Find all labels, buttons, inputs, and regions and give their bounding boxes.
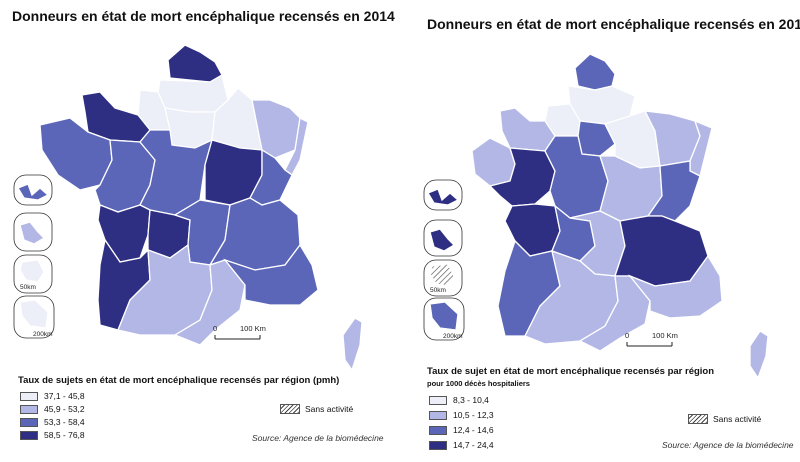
scale-zero: 0 (625, 331, 629, 340)
inset-scale-50km: 50km (430, 287, 446, 294)
legend-label: 8,3 - 10,4 (453, 395, 489, 405)
right-map-panel: Donneurs en état de mort encéphalique re… (400, 0, 800, 462)
hatch-swatch (688, 414, 708, 424)
right-scale-bar: 0 100 Km (625, 331, 678, 347)
right-source: Source: Agence de la biomédecine (662, 440, 794, 450)
region-corse (749, 330, 769, 380)
right-legend-item-2: 10,5 - 12,3 (429, 410, 494, 420)
region-martinique (429, 228, 456, 252)
legend-swatch (429, 440, 447, 450)
legend-label: 37,1 - 45,8 (44, 391, 85, 401)
region-guyane (429, 301, 459, 331)
legend-label: 10,5 - 12,3 (453, 410, 494, 420)
hatch-swatch (280, 404, 300, 414)
inset-frame-reunion (13, 254, 53, 294)
legend-swatch (20, 417, 38, 427)
legend-label: 53,3 - 58,4 (44, 417, 85, 427)
region-paca (627, 254, 723, 319)
legend-swatch (20, 430, 38, 440)
inset-frame-martinique (423, 219, 463, 257)
inset-scale-200km: 200km (443, 333, 463, 340)
legend-swatch (429, 425, 447, 435)
legend-label: 58,5 - 76,8 (44, 430, 85, 440)
region-corse (342, 317, 363, 372)
scale-zero: 0 (213, 324, 217, 333)
right-legend-subtitle: pour 1000 décès hospitaliers (427, 379, 530, 388)
left-legend-title: Taux de sujets en état de mort encéphali… (18, 375, 340, 386)
scale-km: 100 Km (240, 324, 266, 333)
legend-swatch (429, 395, 447, 405)
legend-swatch (20, 404, 38, 414)
inset-frame-guyane (13, 295, 55, 339)
inset-scale-200km: 200km (33, 331, 53, 338)
inset-frame-reunion (423, 259, 463, 297)
inset-scale-50km: 50km (20, 284, 36, 291)
sans-activite-label: Sans activité (713, 414, 762, 424)
right-legend-item-1: 8,3 - 10,4 (429, 395, 489, 405)
legend-label: 45,9 - 53,2 (44, 404, 85, 414)
region-nord-pas-de-calais (167, 44, 223, 83)
inset-frame-guadeloupe (13, 174, 53, 206)
left-legend-item-3: 53,3 - 58,4 (20, 417, 85, 427)
right-map-title: Donneurs en état de mort encéphalique re… (427, 16, 800, 32)
left-legend-item-4: 58,5 - 76,8 (20, 430, 85, 440)
right-legend-title: Taux de sujet en état de mort encéphaliq… (427, 366, 715, 377)
sans-activite-label: Sans activité (305, 404, 354, 414)
region-guadeloupe (17, 183, 50, 201)
left-legend-sans-activite: Sans activité (280, 404, 353, 414)
left-map-title: Donneurs en état de mort encéphalique re… (12, 8, 395, 24)
left-legend-item-2: 45,9 - 53,2 (20, 404, 85, 414)
inset-frame-martinique (13, 212, 53, 252)
right-france-regions (471, 53, 769, 380)
region-nord-pas-de-calais (574, 53, 616, 91)
left-source: Source: Agence de la biomédecine (252, 433, 384, 443)
scale-km: 100 Km (652, 331, 678, 340)
region-martinique (19, 221, 46, 245)
left-legend-item-1: 37,1 - 45,8 (20, 391, 85, 401)
right-legend-item-3: 12,4 - 14,6 (429, 425, 494, 435)
region-reunion (19, 259, 45, 283)
left-map-svg: 50km 200km 0 100 Km (13, 44, 363, 372)
region-paca (223, 243, 319, 306)
legend-swatch (20, 391, 38, 401)
left-france-regions (39, 44, 363, 372)
left-map-panel: Donneurs en état de mort encéphalique re… (12, 8, 395, 443)
right-legend-sans-activite: Sans activité (688, 414, 761, 424)
legend-swatch (429, 410, 447, 420)
legend-label: 14,7 - 24,4 (453, 440, 494, 450)
region-reunion (429, 263, 455, 287)
left-scale-bar: 0 100 Km (213, 324, 266, 340)
legend-label: 12,4 - 14,6 (453, 425, 494, 435)
left-overseas-insets: 50km 200km (13, 174, 55, 339)
right-overseas-insets: 50km 200km (423, 179, 465, 341)
region-guyane (19, 299, 49, 329)
inset-frame-guyane (423, 297, 465, 341)
inset-frame-guadeloupe (423, 179, 463, 211)
region-guadeloupe (427, 188, 460, 206)
right-legend-item-4: 14,7 - 24,4 (429, 440, 494, 450)
right-map-svg: 50km 200km 0 100 Km (423, 53, 769, 380)
region-franche-comte (646, 160, 701, 222)
